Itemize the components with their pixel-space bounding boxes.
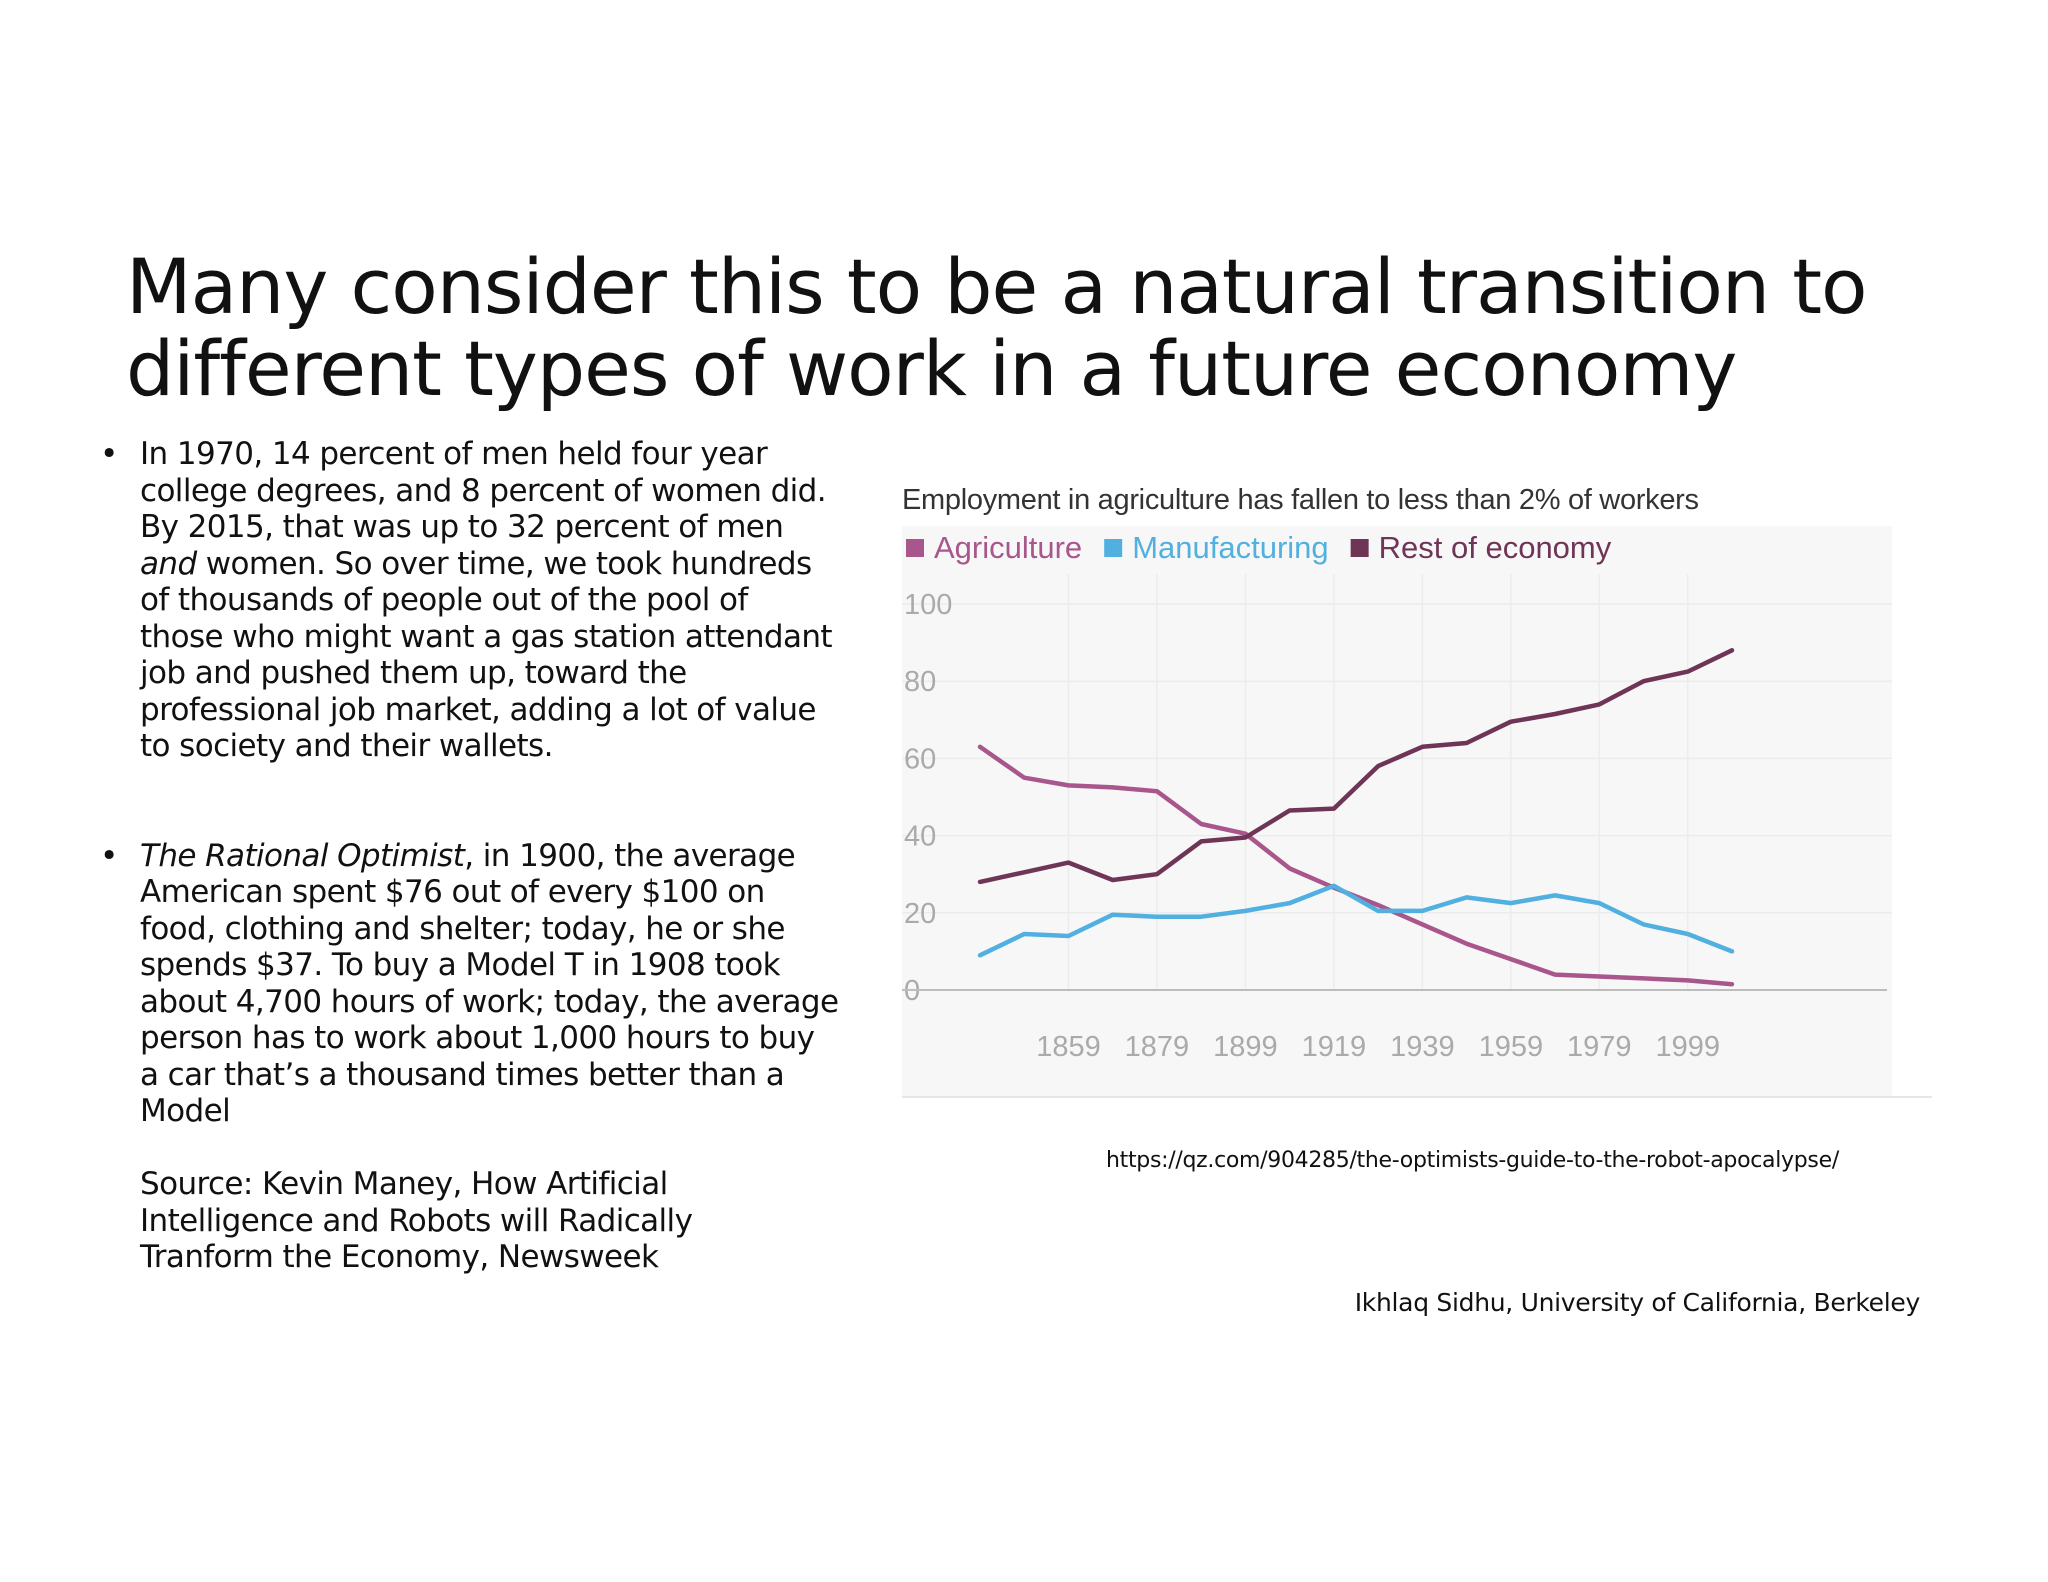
legend-label-agriculture: Agriculture xyxy=(934,530,1082,565)
bullet-line: spends $37. To buy a Model T in 1908 too… xyxy=(140,947,781,983)
slide-title: Many consider this to be a natural trans… xyxy=(126,246,1926,410)
source-line: Intelligence and Robots will Radically xyxy=(140,1202,693,1239)
series xyxy=(977,648,1735,987)
bullet-line: college degrees, and 8 percent of women … xyxy=(140,472,827,509)
y-tick-label: 20 xyxy=(904,898,936,930)
x-tick-label: 1999 xyxy=(1656,1031,1721,1063)
legend-label-rest-of-economy: Rest of economy xyxy=(1379,530,1612,565)
bullet-education: In 1970, 14 percent of men held four yea… xyxy=(100,436,840,765)
source-citation: Source: Kevin Maney, How Artificial Inte… xyxy=(140,1166,760,1276)
book-title: The Rational Optimist xyxy=(140,837,465,874)
bullet-line: By 2015, that was up to 32 percent of me… xyxy=(140,509,784,545)
legend-swatch-agriculture xyxy=(906,539,924,557)
y-tick-label: 100 xyxy=(904,589,952,621)
bullet-line: American spent $76 out of every $100 on xyxy=(140,874,765,910)
series-line-rest-of-economy xyxy=(977,648,1735,885)
y-tick-label: 80 xyxy=(904,666,936,698)
x-tick-label: 1979 xyxy=(1567,1031,1632,1063)
bullet-line: person has to work about 1,000 hours to … xyxy=(140,1020,815,1056)
bullet-line: Model xyxy=(140,1093,231,1129)
grid xyxy=(902,574,1892,990)
y-tick-label: 40 xyxy=(904,821,936,853)
bullet-line-rest: , in 1900, the average xyxy=(464,837,796,874)
legend: Agriculture Manufacturing Rest of economy xyxy=(906,530,1612,565)
y-tick-label: 60 xyxy=(904,743,936,775)
x-tick-label: 1879 xyxy=(1125,1031,1190,1063)
chart-title: Employment in agriculture has fallen to … xyxy=(902,484,1699,516)
legend-swatch-rest-of-economy xyxy=(1350,539,1369,557)
chart-container xyxy=(902,480,1932,1098)
series-line-manufacturing xyxy=(977,883,1735,958)
bullet-line: to society and their wallets. xyxy=(140,728,553,764)
bullet-line: professional job market, adding a lot of… xyxy=(140,691,817,728)
legend-label-manufacturing: Manufacturing xyxy=(1132,530,1328,565)
bullet-line: about 4,700 hours of work; today, the av… xyxy=(140,983,839,1020)
bullet-rational-optimist: The Rational Optimist, in 1900, the aver… xyxy=(100,838,840,1130)
author-credit: Ikhlaq Sidhu, University of California, … xyxy=(1354,1288,1921,1317)
x-tick-label: 1859 xyxy=(1036,1031,1101,1063)
bullet-line: a car that’s a thousand times better tha… xyxy=(140,1056,785,1093)
bullet-line: and women. So over time, we took hundred… xyxy=(140,546,840,583)
plot-background xyxy=(902,526,1892,1096)
slide-title-line-2: different types of work in a future econ… xyxy=(126,324,1737,413)
source-line: Tranform the Economy, Newsweek xyxy=(140,1239,659,1275)
x-tick-label: 1919 xyxy=(1302,1031,1367,1063)
x-tick-label: 1939 xyxy=(1390,1031,1455,1063)
source-line: Source: Kevin Maney, How Artificial xyxy=(140,1166,668,1202)
bullet-line-rest: women. So over time, we took hundreds xyxy=(196,545,812,582)
source-url-link[interactable]: https://qz.com/904285/the-optimists-guid… xyxy=(1106,1148,1839,1173)
legend-swatch-manufacturing xyxy=(1104,539,1123,557)
x-tick-label: 1959 xyxy=(1479,1031,1544,1063)
bullet-line: The Rational Optimist, in 1900, the aver… xyxy=(140,838,840,875)
bullet-line: In 1970, 14 percent of men held four yea… xyxy=(140,436,768,472)
bullet-line: of thousands of people out of the pool o… xyxy=(140,582,748,618)
bullet-line: those who might want a gas station atten… xyxy=(140,618,833,655)
bullet-line: food, clothing and shelter; today, he or… xyxy=(140,910,785,947)
bullet-list: In 1970, 14 percent of men held four yea… xyxy=(100,436,840,1130)
bullet-line: job and pushed them up, toward the xyxy=(140,655,687,691)
slide-title-line-1: Many consider this to be a natural trans… xyxy=(126,242,1868,331)
x-tick-label: 1899 xyxy=(1213,1031,1278,1063)
emphasis-and: and xyxy=(140,545,197,582)
